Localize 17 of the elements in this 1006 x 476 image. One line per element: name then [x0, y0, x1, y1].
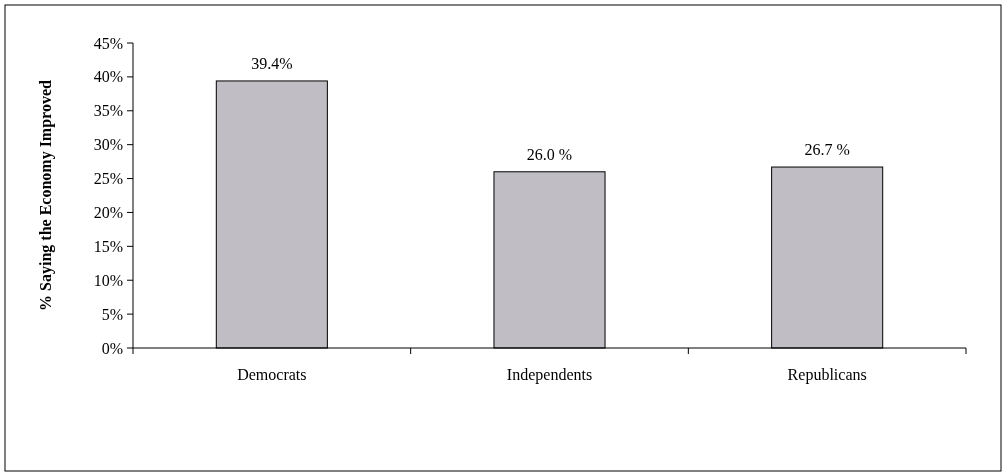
data-label: 26.7 %	[804, 141, 850, 159]
data-label: 39.4%	[251, 54, 293, 72]
x-tick-label: Democrats	[237, 366, 307, 383]
y-tick-label: 10%	[93, 271, 123, 289]
y-axis-title: % Saying the Economy Improved	[37, 79, 55, 311]
y-tick-label: 25%	[93, 170, 123, 188]
y-tick-label: 5%	[101, 305, 123, 323]
y-tick-label: 40%	[93, 68, 123, 86]
x-tick-label: Independents	[506, 366, 593, 384]
y-tick-label: 0%	[101, 339, 123, 357]
y-tick-label: 20%	[93, 204, 123, 222]
y-tick-label: 35%	[93, 102, 123, 120]
y-tick-label: 45%	[93, 34, 123, 52]
x-tick-label: Republicans	[787, 366, 867, 384]
data-label: 26.0 %	[526, 145, 573, 163]
y-tick-label: 30%	[93, 136, 123, 154]
y-tick-label: 15%	[93, 237, 123, 255]
